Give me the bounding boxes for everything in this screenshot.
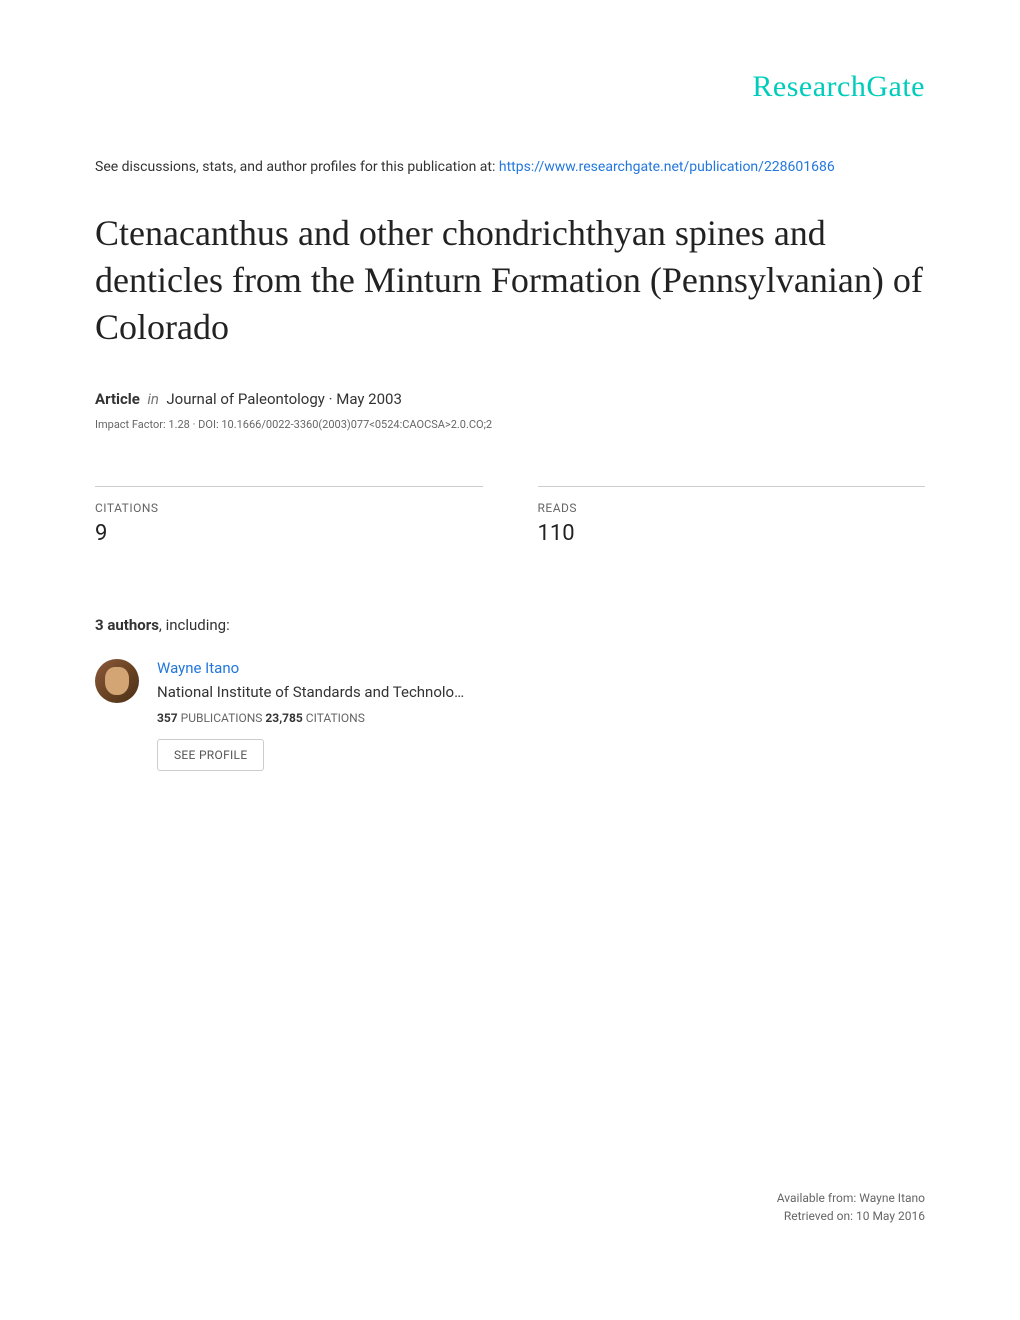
footer-retrieved: Retrieved on: 10 May 2016 <box>777 1207 925 1225</box>
authors-heading: 3 authors, including: <box>95 616 925 634</box>
author-card: Wayne Itano National Institute of Standa… <box>95 659 925 771</box>
author-citations-count: 23,785 <box>265 711 302 725</box>
logo: ResearchGate <box>95 70 925 104</box>
see-profile-button[interactable]: SEE PROFILE <box>157 739 264 771</box>
publications-count: 357 <box>157 711 178 725</box>
author-name-link[interactable]: Wayne Itano <box>157 659 925 677</box>
authors-count: 3 authors <box>95 616 159 634</box>
citations-label: CITATIONS <box>95 501 483 515</box>
author-stats: 357 PUBLICATIONS 23,785 CITATIONS <box>157 711 925 725</box>
intro-text: See discussions, stats, and author profi… <box>95 159 925 175</box>
logo-text: ResearchGate <box>752 70 925 103</box>
reads-value: 110 <box>538 521 926 546</box>
footer: Available from: Wayne Itano Retrieved on… <box>777 1189 925 1225</box>
article-in: in <box>147 390 159 408</box>
intro-prefix: See discussions, stats, and author profi… <box>95 159 499 175</box>
publication-title: Ctenacanthus and other chondrichthyan sp… <box>95 210 925 350</box>
footer-available-from: Available from: Wayne Itano <box>777 1189 925 1207</box>
authors-suffix: , including: <box>159 616 230 634</box>
impact-doi-line: Impact Factor: 1.28 · DOI: 10.1666/0022-… <box>95 418 925 431</box>
article-type-label: Article <box>95 390 140 408</box>
stats-row: CITATIONS 9 READS 110 <box>95 486 925 546</box>
citations-value: 9 <box>95 521 483 546</box>
author-citations-label: CITATIONS <box>303 711 365 725</box>
author-avatar[interactable] <box>95 659 139 703</box>
reads-label: READS <box>538 501 926 515</box>
citations-stat: CITATIONS 9 <box>95 486 483 546</box>
journal-name: Journal of Paleontology · May 2003 <box>166 390 402 408</box>
reads-stat: READS 110 <box>538 486 926 546</box>
author-info: Wayne Itano National Institute of Standa… <box>157 659 925 771</box>
article-meta: Article in Journal of Paleontology · May… <box>95 390 925 408</box>
author-affiliation: National Institute of Standards and Tech… <box>157 683 925 701</box>
publication-link[interactable]: https://www.researchgate.net/publication… <box>499 159 835 175</box>
publications-label: PUBLICATIONS <box>178 711 266 725</box>
